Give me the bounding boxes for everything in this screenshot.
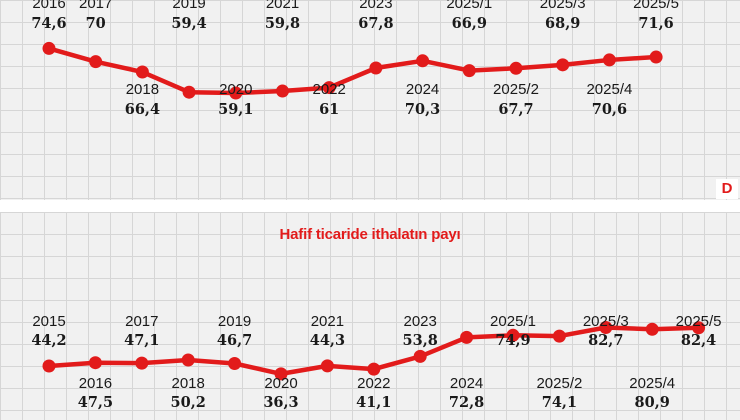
top-chart-panel <box>0 0 740 200</box>
tick-label: 2024 <box>406 81 439 98</box>
data-label: 44,3 <box>310 332 345 349</box>
tick-label: 2022 <box>357 375 390 392</box>
data-label: 53,8 <box>403 332 438 349</box>
tick-label: 2021 <box>266 0 299 12</box>
data-point <box>89 55 103 69</box>
tick-label: 2025/4 <box>586 81 632 98</box>
tick-label: 2024 <box>450 375 483 392</box>
data-label: 80,9 <box>635 394 670 411</box>
tick-label: 2019 <box>218 313 251 330</box>
tick-label: 2018 <box>126 81 159 98</box>
data-point <box>274 367 288 381</box>
data-label: 70 <box>86 15 106 32</box>
data-point <box>649 50 663 64</box>
tick-label: 2025/5 <box>676 313 722 330</box>
data-label: 46,7 <box>217 332 252 349</box>
tick-label: 2025/2 <box>536 375 582 392</box>
tick-label: 2022 <box>313 81 346 98</box>
tick-label: 2017 <box>79 0 112 12</box>
tick-label: 2025/1 <box>490 313 536 330</box>
data-point <box>369 61 383 75</box>
data-point <box>42 41 56 55</box>
data-label: 66,4 <box>125 101 160 118</box>
data-point <box>320 359 334 373</box>
data-label: 68,9 <box>545 15 580 32</box>
tick-label: 2016 <box>32 0 65 12</box>
data-point <box>88 356 102 370</box>
tick-label: 2025/5 <box>633 0 679 12</box>
tick-label: 2016 <box>79 375 112 392</box>
brand-logo: D <box>716 179 738 199</box>
data-point <box>276 84 289 98</box>
data-label: 41,1 <box>356 394 391 411</box>
top-line-chart: 2016 74,6 2017 70 2018 66,4 2019 59,4 2020 59,1 20… <box>31 0 679 118</box>
tick-label: 2025/3 <box>583 313 629 330</box>
data-label: 70,3 <box>405 101 440 118</box>
data-label: 67,7 <box>498 101 533 118</box>
data-label: 70,6 <box>592 101 627 118</box>
data-point <box>229 86 243 100</box>
data-label: 66,9 <box>452 15 487 32</box>
data-label: 74,6 <box>31 15 66 32</box>
bottom-line-chart: 2015 44,2 2016 47,5 2017 47,1 2018 50,2 2019 46,7… <box>31 313 721 411</box>
data-label: 59,4 <box>171 15 206 32</box>
data-label: 82,7 <box>588 332 623 349</box>
data-label: 74,9 <box>495 332 530 349</box>
panel-divider <box>0 200 740 212</box>
series-line <box>46 46 659 96</box>
data-point <box>413 349 427 363</box>
data-label: 72,8 <box>449 394 484 411</box>
tick-label: 2017 <box>125 313 158 330</box>
data-point <box>460 330 474 344</box>
data-point <box>692 321 706 335</box>
data-point <box>556 58 570 72</box>
data-label: 44,2 <box>31 332 66 349</box>
data-point <box>42 359 56 373</box>
tick-label: 2025/3 <box>540 0 586 12</box>
tick-label: 2023 <box>404 313 437 330</box>
data-label: 74,1 <box>542 394 577 411</box>
tick-label: 2019 <box>172 0 205 12</box>
data-label: 71,6 <box>638 15 673 32</box>
data-label: 82,4 <box>681 332 716 349</box>
data-point <box>135 65 149 79</box>
data-label: 47,5 <box>78 394 113 411</box>
tick-label: 2023 <box>359 0 392 12</box>
data-point <box>602 53 616 67</box>
tick-label: 2021 <box>311 313 344 330</box>
data-point <box>182 85 196 99</box>
data-point <box>181 353 195 367</box>
data-point <box>367 362 381 376</box>
data-point <box>509 61 523 75</box>
data-label: 67,8 <box>358 15 393 32</box>
tick-label: 2018 <box>172 375 205 392</box>
data-point <box>416 54 430 68</box>
data-point <box>599 321 613 334</box>
data-label: 59,1 <box>218 101 253 118</box>
bottom-chart-panel <box>0 212 740 420</box>
data-point <box>506 328 520 342</box>
data-label: 47,1 <box>124 332 159 349</box>
data-label: 50,2 <box>171 394 206 411</box>
data-point <box>322 81 336 95</box>
data-label: 36,3 <box>263 394 298 411</box>
chart-title: Hafif ticaride ithalatın payı <box>279 226 461 243</box>
data-point <box>645 322 659 336</box>
tick-label: 2020 <box>219 81 252 98</box>
tick-label: 2025/1 <box>446 0 492 12</box>
tick-label: 2020 <box>264 375 297 392</box>
data-point <box>228 357 242 370</box>
tick-label: 2015 <box>32 313 65 330</box>
data-point <box>462 64 476 78</box>
tick-label: 2025/2 <box>493 81 539 98</box>
data-point <box>135 356 149 370</box>
data-point <box>552 329 566 343</box>
data-label: 61 <box>319 101 339 118</box>
data-label: 59,8 <box>265 15 300 32</box>
tick-label: 2025/4 <box>629 375 675 392</box>
